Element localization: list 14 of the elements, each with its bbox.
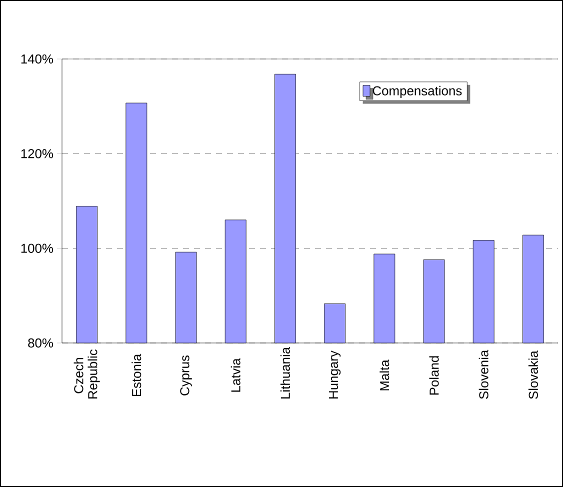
x-tick-label: Slovenia bbox=[478, 350, 488, 399]
y-tick-label: 120% bbox=[21, 149, 54, 158]
x-tick-label: Estonia bbox=[132, 354, 142, 396]
y-tick-label: 140% bbox=[21, 54, 54, 64]
y-tick-label: 80% bbox=[28, 338, 54, 348]
x-tick-label: Hungary bbox=[329, 350, 341, 398]
x-tick-label: Czech Republic bbox=[74, 349, 100, 398]
x-tick-label: Slovakia bbox=[528, 350, 538, 399]
x-tick-label: Malta bbox=[380, 360, 390, 390]
x-tick-label: Poland bbox=[429, 356, 439, 395]
x-tick-label: Cyprus bbox=[180, 355, 192, 396]
x-tick-label: Latvia bbox=[230, 358, 240, 392]
x-tick-label: Lithuania bbox=[280, 346, 290, 398]
y-tick-label: 100% bbox=[21, 244, 54, 253]
